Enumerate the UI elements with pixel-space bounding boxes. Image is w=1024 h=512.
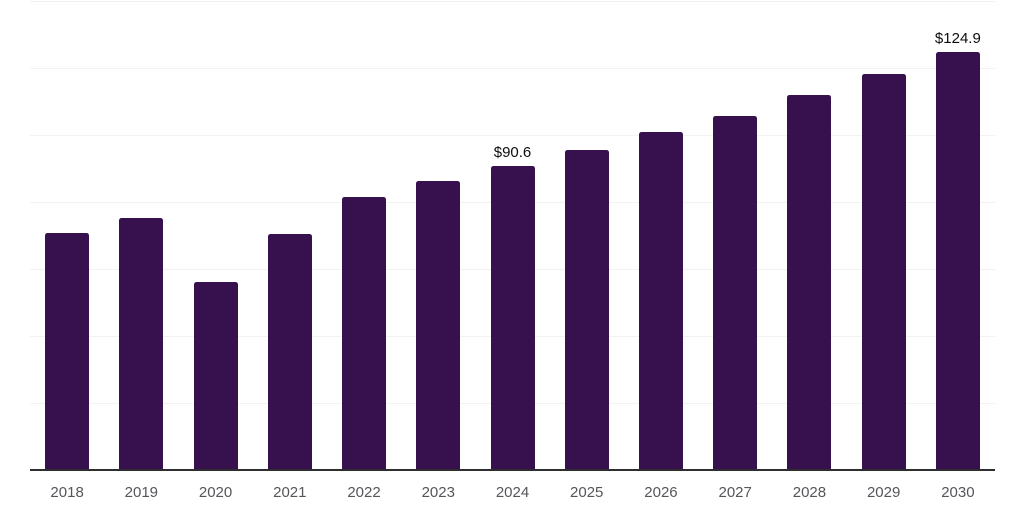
bar-2018 xyxy=(45,233,90,470)
x-tick-label-2026: 2026 xyxy=(644,484,678,501)
bar-2021 xyxy=(267,234,312,470)
bar-2024 xyxy=(490,166,535,470)
bar-2023 xyxy=(416,180,461,470)
bar-2022 xyxy=(342,196,387,470)
x-tick-label-2021: 2021 xyxy=(273,484,307,501)
x-tick-label-2022: 2022 xyxy=(347,484,381,501)
bar-2020 xyxy=(193,282,238,470)
x-tick-label-2020: 2020 xyxy=(198,484,233,501)
x-tick-label-2029: 2029 xyxy=(866,484,901,501)
bar-2028 xyxy=(787,94,832,470)
bar-2027 xyxy=(713,115,758,470)
x-tick-label-2030: 2030 xyxy=(941,484,975,501)
x-axis-line xyxy=(30,469,995,471)
x-tick-label-2023: 2023 xyxy=(421,484,455,501)
bar-2026 xyxy=(638,132,683,470)
bar-2029 xyxy=(861,73,906,470)
gridline-y-140 xyxy=(30,1,995,2)
bar-2019 xyxy=(119,218,164,470)
x-tick-label-2024: 2024 xyxy=(495,484,530,501)
x-tick-label-2028: 2028 xyxy=(792,484,827,501)
x-tick-label-2018: 2018 xyxy=(50,484,84,501)
x-tick-label-2025: 2025 xyxy=(570,484,604,501)
value-label-2024: $90.6 xyxy=(493,144,532,162)
bar-2030 xyxy=(935,51,980,470)
gridline-y-120 xyxy=(30,68,995,69)
bar-2025 xyxy=(564,149,609,470)
gridline-y-100 xyxy=(30,135,995,136)
x-tick-label-2027: 2027 xyxy=(718,484,752,501)
value-label-2030: $124.9 xyxy=(934,29,981,47)
x-tick-label-2019: 2019 xyxy=(124,484,159,501)
